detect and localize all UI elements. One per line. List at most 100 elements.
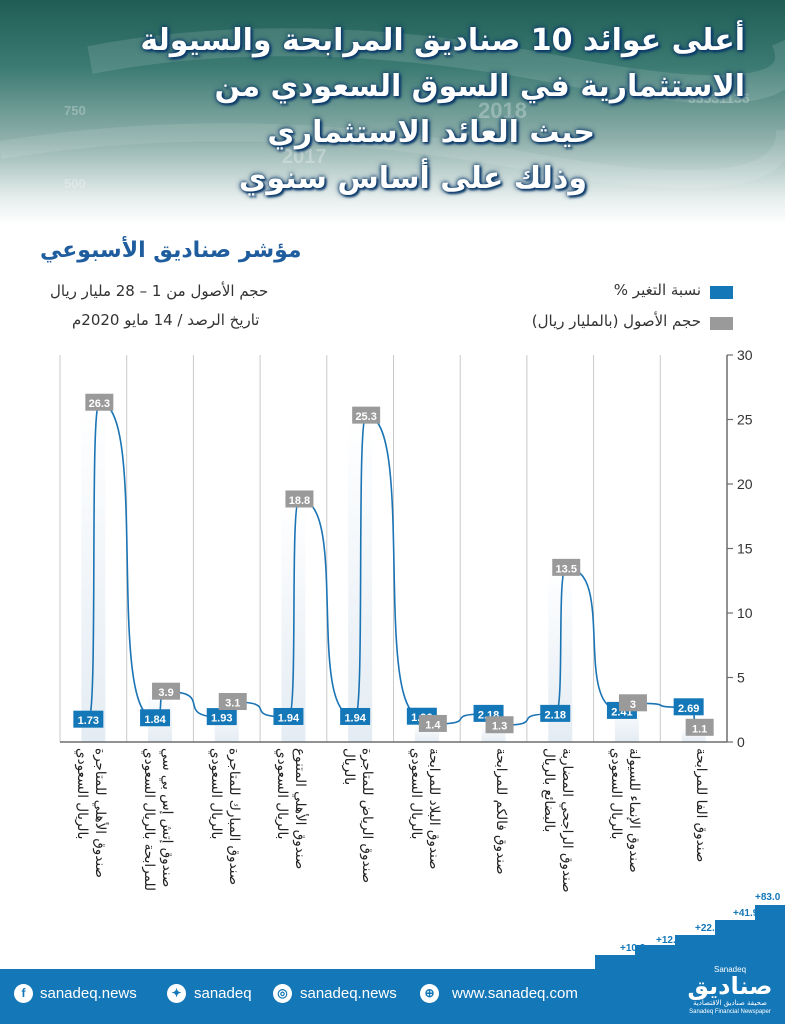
change-label-3: 1.94 bbox=[278, 712, 300, 724]
y-tick-label-6: 30 bbox=[737, 347, 753, 363]
y-tick-label-5: 25 bbox=[737, 412, 753, 428]
stair-label-3: +22.6 bbox=[695, 923, 721, 934]
hero-bg-year-2017: 2017 bbox=[282, 146, 327, 168]
x-label-text-5: صندوق البلاد للمرابحة بالريال السعودي bbox=[407, 748, 442, 870]
title-line-1: أعلى عوائد 10 صناديق المرابحة والسيولة bbox=[140, 23, 745, 58]
y-tick-label-4: 20 bbox=[737, 476, 753, 492]
asset-label-9: 1.1 bbox=[692, 723, 707, 735]
y-tick-label-1: 5 bbox=[737, 670, 745, 686]
stair-label-1: +10.3 bbox=[620, 943, 646, 954]
legend-swatch-assets bbox=[710, 317, 733, 330]
x-label-text-4: صندوق الرياض للمتاجرة بالريال bbox=[341, 748, 376, 884]
brand-tagline-en: Sanadeq Financial Newspaper bbox=[689, 1009, 771, 1015]
change-label-4: 1.94 bbox=[344, 712, 366, 724]
hero-bg-number-750: 750 bbox=[64, 103, 86, 118]
hero-banner: 2018 2017 750 500 35531136 bbox=[0, 0, 785, 225]
y-tick-label-2: 10 bbox=[737, 605, 753, 621]
title-line-2: الاستثمارية في السوق السعودي من bbox=[214, 69, 745, 104]
x-label-5: صندوق البلاد للمرابحة بالريال السعودي bbox=[407, 748, 449, 948]
y-tick-label-3: 15 bbox=[737, 541, 753, 557]
change-label-2-box bbox=[206, 708, 237, 726]
asset-label-7-box bbox=[552, 558, 581, 576]
change-label-7-box bbox=[540, 704, 571, 722]
brand-tagline-ar: صحيفة صناديق الاقتصادية bbox=[693, 999, 767, 1007]
footer-bar bbox=[0, 969, 785, 1024]
hero-bg-number-500: 500 bbox=[64, 176, 86, 191]
asset-label-5: 1.4 bbox=[425, 719, 441, 731]
twitter-handle[interactable]: sanadeq bbox=[194, 985, 252, 1002]
x-label-6: صندوق فالكم للمرابحة bbox=[476, 748, 516, 948]
title-line-4: وذلك على أساس سنوي bbox=[238, 161, 587, 196]
instagram-handle[interactable]: sanadeq.news bbox=[300, 985, 397, 1002]
twitter-icon[interactable]: ✦ bbox=[167, 984, 186, 1003]
asset-label-3: 18.8 bbox=[289, 495, 310, 507]
hero-bg-year-2018: 2018 bbox=[478, 98, 527, 123]
asset-range-note: حجم الأصول من 1 – 28 مليار ريال bbox=[50, 282, 269, 300]
asset-label-8-box bbox=[618, 694, 647, 712]
x-label-text-7: صندوق الراجحي المضاربة بالبضائع بالريال bbox=[541, 748, 576, 893]
change-label-0-box bbox=[73, 710, 104, 728]
x-label-text-3: صندوق الأهلي المتنوع بالريال السعودي bbox=[274, 748, 309, 870]
asset-label-9-box bbox=[685, 718, 714, 736]
asset-label-1-box bbox=[152, 682, 181, 700]
y-tick-label-0: 0 bbox=[737, 734, 745, 750]
change-label-9: 2.69 bbox=[678, 703, 699, 715]
change-label-9-box bbox=[673, 698, 704, 716]
change-label-3-box bbox=[273, 707, 304, 725]
title-line-3: حيث العائد الاستثماري bbox=[267, 115, 595, 150]
x-label-3: صندوق الأهلي المتنوع بالريال السعودي bbox=[274, 748, 315, 948]
chart-subheading: مؤشر صناديق الأسبوعي bbox=[40, 238, 302, 263]
growth-stairs-graphic bbox=[595, 905, 785, 970]
asset-label-4-box bbox=[352, 406, 381, 424]
x-label-2: صندوق المبارك للمتاجرة بالريال السعودي bbox=[207, 748, 249, 948]
observation-date-note: تاريخ الرصد / 14 مايو 2020م bbox=[72, 311, 260, 329]
brand-logo: Sanadeq صناديق صحيفة صناديق الاقتصادية S… bbox=[680, 965, 780, 1015]
x-label-text-9: صندوق الفا للمرابحة bbox=[692, 748, 709, 863]
x-label-text-2: صندوق المبارك للمتاجرة بالريال السعودي bbox=[207, 748, 242, 886]
instagram-icon[interactable]: ◎ bbox=[273, 984, 292, 1003]
page-title: أعلى عوائد 10 صناديق المرابحة والسيولة ا… bbox=[40, 18, 745, 202]
facebook-icon[interactable]: f bbox=[14, 984, 33, 1003]
asset-label-5-box bbox=[418, 714, 447, 732]
asset-label-6: 1.3 bbox=[492, 721, 507, 733]
change-label-7: 2.18 bbox=[545, 709, 566, 721]
stair-label-2: +12.0 bbox=[656, 935, 682, 946]
asset-label-2: 3.1 bbox=[225, 698, 240, 710]
asset-label-6-box bbox=[485, 716, 514, 734]
x-label-text-8: صندوق الإنماء للسيولة بالريال السعودي bbox=[607, 748, 642, 873]
globe-icon[interactable]: ⊕ bbox=[420, 984, 439, 1003]
x-label-0: صندوق الأهلي للمتاجرة بالريال السعودي bbox=[74, 748, 115, 948]
brand-latin: Sanadeq bbox=[714, 965, 747, 974]
facebook-handle[interactable]: sanadeq.news bbox=[40, 985, 137, 1002]
asset-label-8: 3 bbox=[630, 699, 636, 711]
chart-area: 0 5 10 15 20 25 30 1.73 26.3 1.84 3.9 1.93 3.1 1.94 18… bbox=[59, 347, 753, 750]
x-label-1: صندوق إتش إس بي سي للمرابحة بالريال السع… bbox=[141, 748, 182, 948]
x-label-text-1: صندوق إتش إس بي سي للمرابحة بالريال السع… bbox=[141, 748, 176, 891]
stair-label-5: +83.0 bbox=[755, 892, 781, 903]
change-label-2: 1.93 bbox=[211, 713, 232, 725]
change-label-4-box bbox=[340, 707, 371, 725]
x-label-7: صندوق الراجحي المضاربة بالبضائع بالريال bbox=[541, 748, 582, 948]
x-label-4: صندوق الرياض للمتاجرة بالريال bbox=[341, 748, 382, 948]
legend-label-change: نسبة التغير % bbox=[613, 281, 701, 299]
asset-label-0: 26.3 bbox=[89, 398, 110, 410]
asset-label-0-box bbox=[85, 393, 114, 411]
series-connector-line bbox=[87, 401, 700, 729]
brand-name: صناديق bbox=[687, 972, 773, 1000]
asset-label-3-box bbox=[285, 490, 314, 508]
change-label-1-box bbox=[140, 709, 171, 727]
asset-label-4: 25.3 bbox=[355, 411, 376, 423]
website-link[interactable]: www.sanadeq.com bbox=[452, 985, 578, 1002]
x-label-text-6: صندوق فالكم للمرابحة bbox=[492, 748, 509, 875]
change-label-0: 1.73 bbox=[78, 715, 99, 727]
stair-label-4: +41.9 bbox=[733, 908, 759, 919]
asset-label-7: 13.5 bbox=[556, 563, 577, 575]
legend-swatch-change bbox=[710, 286, 733, 299]
asset-label-2-box bbox=[218, 693, 247, 711]
change-label-1: 1.84 bbox=[144, 714, 166, 726]
x-label-text-0: صندوق الأهلي للمتاجرة بالريال السعودي bbox=[74, 748, 109, 878]
asset-label-1: 3.9 bbox=[158, 687, 173, 699]
legend-label-assets: حجم الأصول (بالمليار ريال) bbox=[531, 312, 701, 330]
hero-bg-ticker: 35531136 bbox=[688, 90, 750, 106]
hero-bg-flag-graphic bbox=[0, 28, 785, 189]
